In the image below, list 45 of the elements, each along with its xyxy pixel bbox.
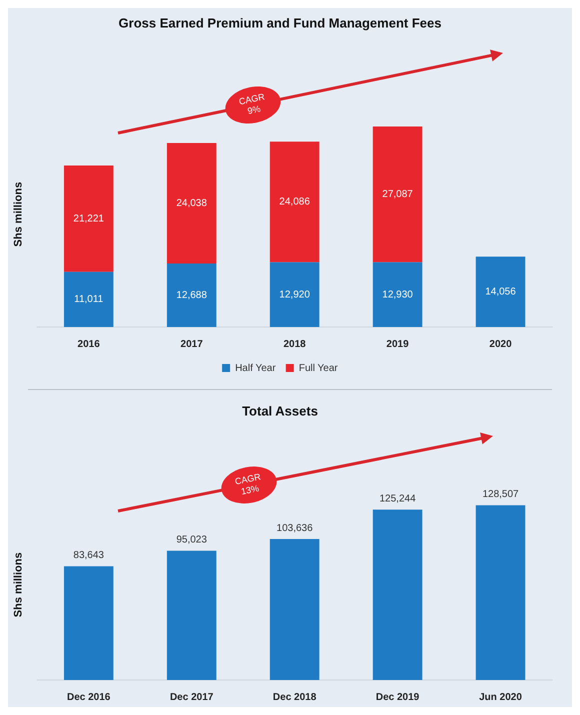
data-label: 12,688 [176,290,208,301]
data-label: 12,930 [382,289,414,300]
chart-title: Gross Earned Premium and Fund Management Fees [118,15,442,30]
bar [64,566,114,680]
bar [270,142,320,262]
x-tick-label: 2020 [489,338,512,350]
y-axis-title: Shs millions [12,552,25,618]
bar [166,143,216,264]
data-label: 21,221 [73,213,104,224]
x-tick-label: Dec 2017 [170,692,214,703]
bar [270,539,320,680]
bar [476,256,526,327]
bar [64,272,114,327]
bar [166,550,216,680]
x-tick-label: 2016 [78,338,100,350]
data-label: 128,507 [482,488,520,500]
data-label: 14,056 [485,286,516,298]
x-tick-label: Dec 2018 [272,692,317,703]
data-label: 83,643 [73,550,104,561]
data-label: 24,038 [176,198,208,209]
bar [372,510,422,680]
data-label: 95,023 [176,534,208,546]
x-tick-label: 2017 [180,338,204,350]
data-label: 125,244 [379,493,416,504]
arrow-with-badge: CAGR 9% [110,31,511,155]
bar [166,263,216,327]
chart-title: Total Assets [242,403,318,418]
x-tick-label: Jun 2020 [479,692,522,703]
x-tick-label: Dec 2016 [66,692,111,703]
data-label: 12,920 [279,289,310,300]
bar [476,505,526,680]
data-label: 24,086 [279,196,310,208]
bar [64,166,114,272]
bar [270,262,320,327]
bar [372,126,422,262]
y-axis-title: Shs millions [12,182,25,247]
bar [372,262,422,327]
x-tick-label: 2018 [283,338,306,350]
data-label: 27,087 [382,189,414,200]
data-label: 11,011 [74,294,104,306]
legend-label: Half Year [235,362,276,374]
x-tick-label: 2019 [386,338,410,350]
x-tick-label: Dec 2019 [376,692,420,703]
data-label: 103,636 [276,522,314,534]
legend-label: Full Year [298,362,338,374]
